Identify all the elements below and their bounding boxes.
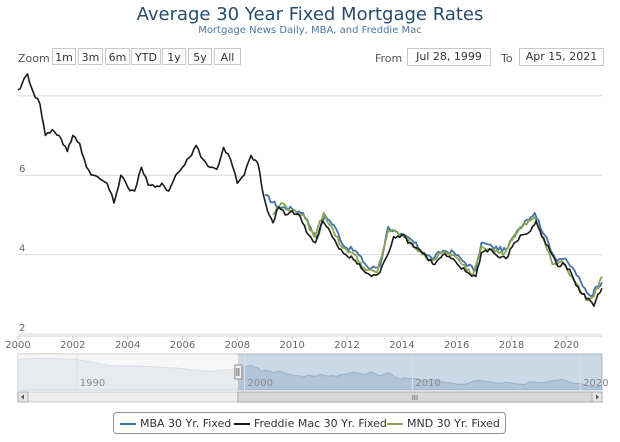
legend-item-mnd[interactable]: MND 30 Yr. Fixed xyxy=(387,417,500,430)
zoom-all-button[interactable]: All xyxy=(214,48,241,65)
to-date-input[interactable]: Apr 15, 2021 xyxy=(519,48,604,66)
navigator-unselected-mask xyxy=(18,354,238,390)
legend-swatch-mba xyxy=(120,423,136,425)
y-axis-ticks: 2 4 6 xyxy=(19,164,25,334)
scroll-left-icon xyxy=(21,394,24,400)
zoom-5y-button[interactable]: 5y xyxy=(188,48,212,65)
x-tick-label: 2016 xyxy=(444,340,469,351)
chart-subtitle: Mortgage News Daily, MBA, and Freddie Ma… xyxy=(198,25,422,36)
zoom-1y-button[interactable]: 1y xyxy=(162,48,186,65)
y-tick-label: 6 xyxy=(19,164,25,175)
x-tick-label: 2010 xyxy=(279,340,304,351)
series-line-mnd xyxy=(272,202,603,302)
y-tick-label: 4 xyxy=(19,244,25,255)
x-tick-label: 2002 xyxy=(60,340,85,351)
series-lines xyxy=(17,73,603,307)
chart-title: Average 30 Year Fixed Mortgage Rates xyxy=(136,4,484,25)
navigator: 1990 2000 2010 2020 III xyxy=(17,353,609,403)
legend-label-freddie-mac: Freddie Mac 30 Yr. Fixed xyxy=(254,417,387,430)
legend-item-freddie-mac[interactable]: Freddie Mac 30 Yr. Fixed xyxy=(234,417,387,430)
x-tick-label: 2004 xyxy=(115,340,140,351)
y-tick-label: 2 xyxy=(19,323,25,334)
from-label: From xyxy=(375,52,403,65)
to-label: To xyxy=(501,52,513,65)
legend-swatch-freddie-mac xyxy=(234,423,250,425)
scroll-right-icon xyxy=(596,394,599,400)
x-tick-label: 2018 xyxy=(499,340,524,351)
zoom-6m-button[interactable]: 6m xyxy=(105,48,130,65)
from-date-input[interactable]: Jul 28, 1999 xyxy=(407,48,491,66)
x-tick-label: 2012 xyxy=(334,340,359,351)
y-gridlines xyxy=(18,95,602,335)
zoom-ytd-button[interactable]: YTD xyxy=(131,48,161,65)
navigator-selection xyxy=(237,354,602,390)
x-axis-ticks: 2000 2002 2004 2006 2008 2010 2012 2014 2016 2018… xyxy=(5,335,602,351)
navigator-tick-label: 2010 xyxy=(415,378,440,389)
x-tick-label: 2020 xyxy=(554,340,579,351)
navigator-tick-label: 1990 xyxy=(80,378,105,389)
legend-swatch-mnd xyxy=(387,423,403,425)
zoom-3m-button[interactable]: 3m xyxy=(78,48,103,65)
navigator-tick-label: 2000 xyxy=(248,378,273,389)
series-line-freddie-mac xyxy=(17,73,603,307)
legend: MBA 30 Yr. Fixed Freddie Mac 30 Yr. Fixe… xyxy=(113,412,506,434)
navigator-tick-label: 2020 xyxy=(583,378,608,389)
legend-label-mnd: MND 30 Yr. Fixed xyxy=(407,417,500,430)
x-tick-label: 2014 xyxy=(389,340,414,351)
x-tick-label: 2006 xyxy=(170,340,195,351)
zoom-1m-button[interactable]: 1m xyxy=(52,48,76,65)
x-tick-label: 2000 xyxy=(5,340,30,351)
legend-label-mba: MBA 30 Yr. Fixed xyxy=(140,417,232,430)
legend-item-mba[interactable]: MBA 30 Yr. Fixed xyxy=(120,417,231,430)
x-tick-label: 2008 xyxy=(225,340,250,351)
zoom-label: Zoom xyxy=(18,52,50,65)
series-line-mba xyxy=(264,194,603,298)
scrollbar-grip: III xyxy=(412,394,418,402)
